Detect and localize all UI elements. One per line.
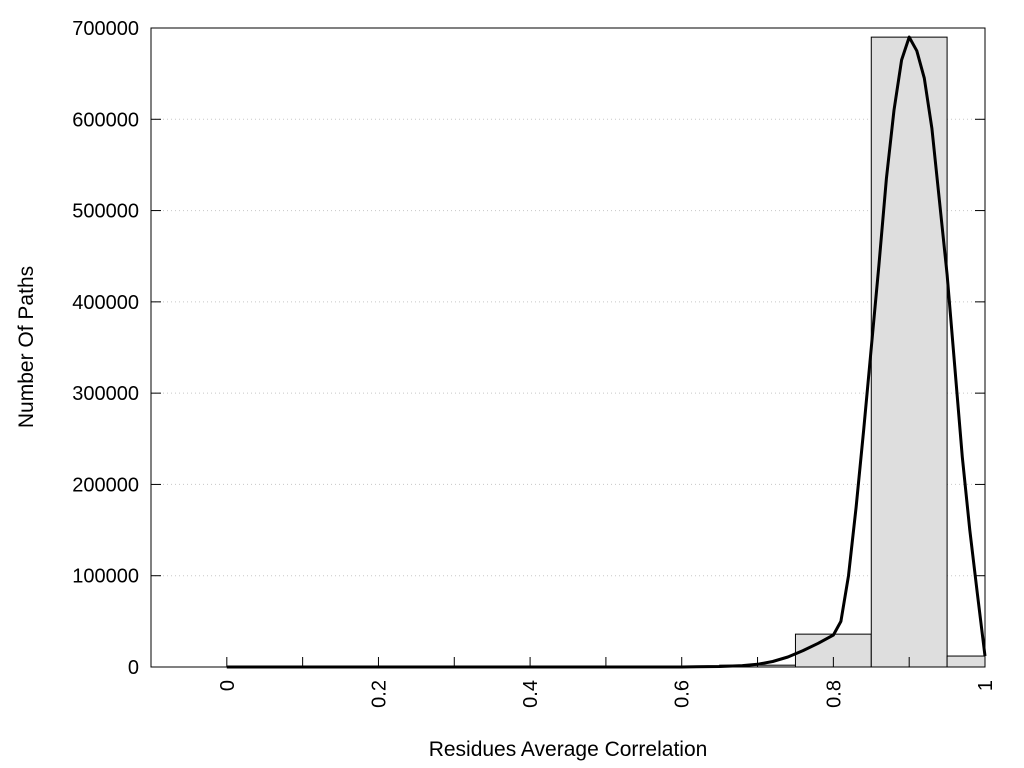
y-tick-label-0: 0 bbox=[128, 657, 139, 679]
y-tick-label-7: 700000 bbox=[72, 18, 139, 40]
x-tick-labels: 0 0.2 0.4 0.6 0.8 1 bbox=[217, 680, 997, 708]
y-axis-title: Number Of Paths bbox=[15, 266, 38, 428]
x-axis-title: Residues Average Correlation bbox=[429, 738, 708, 761]
histogram-bar-10 bbox=[946, 655, 986, 668]
y-tick-label-6: 600000 bbox=[72, 109, 139, 131]
y-tick-label-5: 500000 bbox=[72, 201, 139, 223]
x-tick-label-6: 0.6 bbox=[672, 680, 694, 708]
x-tick-label-2: 0.2 bbox=[368, 680, 390, 708]
histogram-bars bbox=[643, 36, 986, 668]
y-tick-label-2: 200000 bbox=[72, 474, 139, 496]
y-tick-label-1: 100000 bbox=[72, 566, 139, 588]
plot-frame bbox=[150, 27, 986, 668]
y-tick-label-3: 300000 bbox=[72, 383, 139, 405]
histogram-bar-9 bbox=[870, 36, 948, 668]
grid-lines bbox=[151, 118, 985, 577]
x-tick-label-4: 0.4 bbox=[520, 680, 542, 708]
y-tick-labels: 0 100000 200000 300000 400000 500000 600000 700… bbox=[72, 18, 139, 679]
axis-ticks bbox=[151, 27, 986, 668]
y-tick-label-4: 400000 bbox=[72, 292, 139, 314]
x-tick-label-8: 0.8 bbox=[823, 680, 845, 708]
x-tick-label-0: 0 bbox=[217, 680, 239, 691]
x-tick-label-10: 1 bbox=[975, 680, 997, 691]
